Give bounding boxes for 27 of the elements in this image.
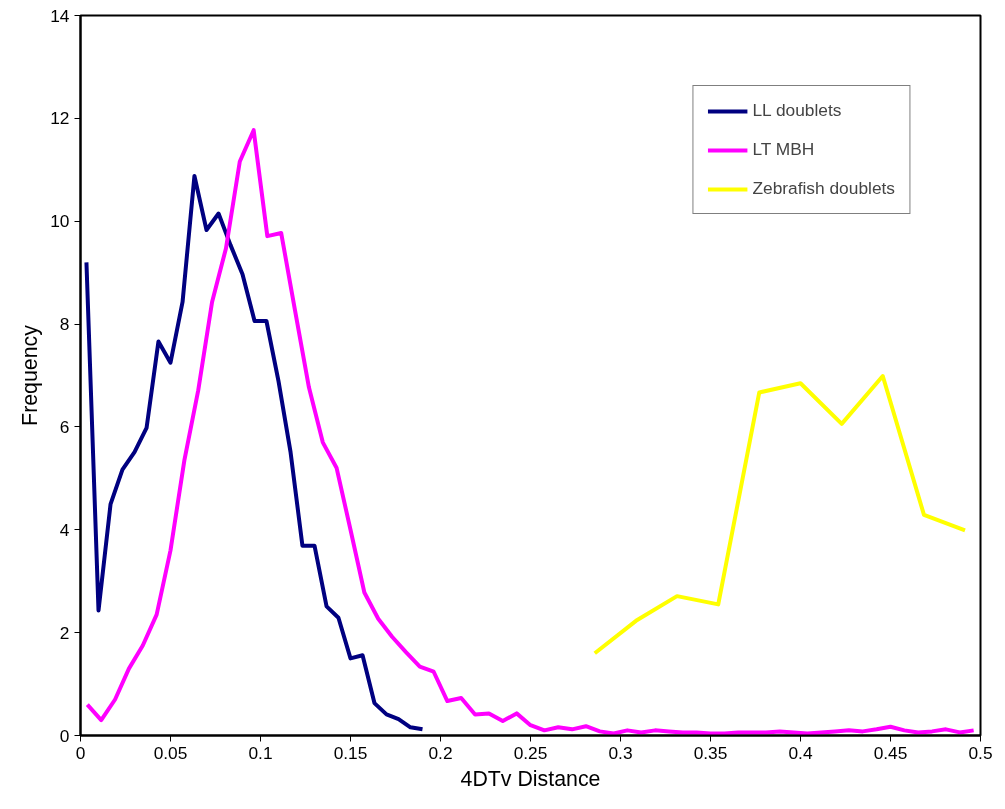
- x-tick-label: 0.35: [693, 742, 728, 763]
- y-tick-label: 2: [59, 622, 70, 643]
- y-tick-label: 4: [59, 519, 70, 540]
- legend-label: LT MBH: [752, 139, 815, 160]
- legend-label: LL doublets: [752, 100, 842, 121]
- y-tick-label: 6: [59, 416, 70, 437]
- x-tick-label: 0.45: [873, 742, 908, 763]
- y-axis-title: Frequency: [18, 324, 43, 426]
- y-tick-label: 8: [59, 314, 70, 335]
- x-axis-title: 4DTv Distance: [460, 766, 601, 791]
- y-tick-label: 0: [59, 725, 70, 746]
- y-tick-label: 12: [50, 108, 70, 129]
- line-series: [85, 128, 976, 736]
- line-series: [84, 173, 425, 732]
- x-tick-label: 0.5: [968, 742, 993, 763]
- legend-label: Zebrafish doublets: [752, 178, 895, 199]
- x-tick-label: 0.05: [153, 742, 188, 763]
- x-tick-label: 0.25: [513, 742, 548, 763]
- x-tick-label: 0.3: [608, 742, 633, 763]
- x-tick-label: 0.4: [788, 742, 813, 763]
- x-tick-label: 0.2: [428, 742, 453, 763]
- y-tick-label: 14: [50, 5, 70, 26]
- x-tick-label: 0.1: [248, 742, 273, 763]
- x-tick-label: 0: [75, 742, 86, 763]
- y-tick-label: 10: [50, 211, 70, 232]
- line-series: [592, 374, 968, 656]
- x-tick-label: 0.15: [333, 742, 368, 763]
